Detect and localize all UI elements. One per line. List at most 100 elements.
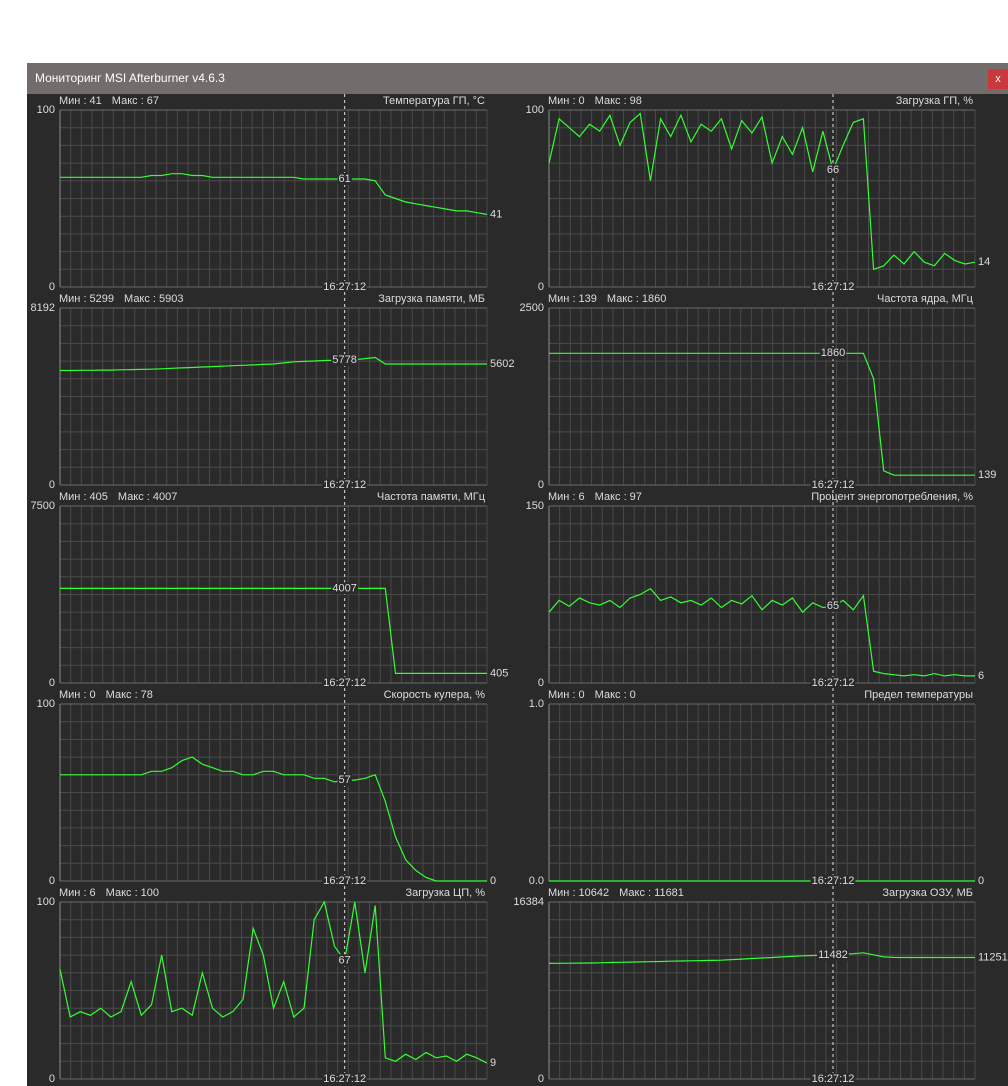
value-label: 57 bbox=[339, 774, 351, 786]
label-background bbox=[819, 347, 847, 360]
chart-title: Частота ядра, МГц bbox=[877, 293, 974, 305]
value-label: 139 bbox=[978, 469, 996, 481]
min-label: Мин : 0 bbox=[59, 689, 96, 701]
max-label: Макс : 4007 bbox=[118, 491, 177, 503]
label-background bbox=[810, 280, 856, 293]
label-background bbox=[322, 280, 368, 293]
close-button[interactable] bbox=[988, 69, 1008, 89]
y-tick-label: 0 bbox=[538, 281, 544, 293]
y-tick-label: 0 bbox=[538, 677, 544, 689]
close-label[interactable]: x bbox=[995, 73, 1001, 85]
y-tick-label: 7500 bbox=[31, 500, 55, 512]
value-label: 66 bbox=[827, 164, 839, 176]
min-label: Мин : 405 bbox=[59, 491, 108, 503]
value-label: 11482 bbox=[818, 949, 848, 961]
max-label: Макс : 98 bbox=[595, 95, 642, 107]
window-title: Мониторинг MSI Afterburner v4.6.3 bbox=[35, 71, 225, 85]
y-tick-label: 100 bbox=[37, 698, 55, 710]
chart-title: Процент энергопотребления, % bbox=[811, 491, 973, 503]
data-line bbox=[548, 587, 975, 677]
max-label: Макс : 67 bbox=[112, 95, 159, 107]
chart-title: Загрузка памяти, МБ bbox=[378, 293, 485, 305]
label-background bbox=[825, 164, 841, 177]
value-label: 405 bbox=[490, 667, 508, 679]
time-label: 16:27:12 bbox=[812, 281, 855, 293]
time-label: 16:27:12 bbox=[323, 479, 366, 491]
y-tick-label: 16384 bbox=[513, 896, 544, 908]
time-label: 16:27:12 bbox=[323, 1073, 366, 1085]
value-label: 5602 bbox=[490, 358, 514, 370]
chart-title: Загрузка ОЗУ, МБ bbox=[882, 887, 973, 899]
value-label: 11251 bbox=[978, 951, 1008, 963]
label-background bbox=[810, 478, 856, 491]
label-background bbox=[337, 774, 352, 787]
value-label: 65 bbox=[827, 600, 839, 612]
y-tick-label: 0.0 bbox=[529, 875, 544, 887]
chart-title: Загрузка ГП, % bbox=[896, 95, 974, 107]
max-label: Макс : 11681 bbox=[619, 887, 684, 899]
value-label: 0 bbox=[490, 875, 496, 887]
max-label: Макс : 5903 bbox=[124, 293, 183, 305]
min-label: Мин : 5299 bbox=[59, 293, 114, 305]
data-line bbox=[59, 900, 488, 1064]
chart-title: Предел температуры bbox=[864, 689, 973, 701]
max-label: Макс : 100 bbox=[106, 887, 159, 899]
label-background bbox=[337, 954, 352, 967]
label-background bbox=[817, 948, 849, 961]
y-tick-label: 0 bbox=[49, 677, 55, 689]
chart-title: Частота памяти, МГц bbox=[377, 491, 486, 503]
y-tick-label: 100 bbox=[37, 896, 55, 908]
value-label: 1860 bbox=[821, 347, 845, 359]
y-tick-label: 2500 bbox=[520, 302, 544, 314]
min-label: Мин : 139 bbox=[548, 293, 597, 305]
y-tick-label: 8192 bbox=[31, 302, 55, 314]
y-tick-label: 0 bbox=[49, 875, 55, 887]
y-tick-label: 0 bbox=[538, 1073, 544, 1085]
value-label: 61 bbox=[339, 173, 351, 185]
min-label: Мин : 0 bbox=[548, 689, 585, 701]
y-tick-label: 0 bbox=[49, 1073, 55, 1085]
value-label: 5778 bbox=[332, 354, 356, 366]
label-background bbox=[825, 600, 841, 613]
data-line bbox=[60, 587, 487, 674]
min-label: Мин : 0 bbox=[548, 95, 585, 107]
time-label: 16:27:12 bbox=[323, 281, 366, 293]
data-line bbox=[60, 756, 487, 882]
y-tick-label: 100 bbox=[37, 104, 55, 116]
value-label: 67 bbox=[339, 954, 351, 966]
y-tick-label: 0 bbox=[49, 479, 55, 491]
min-label: Мин : 6 bbox=[548, 491, 585, 503]
min-label: Мин : 6 bbox=[59, 887, 96, 899]
time-label: 16:27:12 bbox=[812, 479, 855, 491]
value-label: 41 bbox=[490, 208, 502, 220]
time-label: 16:27:12 bbox=[323, 677, 366, 689]
label-background bbox=[337, 172, 352, 185]
data-line bbox=[548, 112, 976, 271]
data-line bbox=[548, 952, 975, 964]
max-label: Макс : 78 bbox=[106, 689, 153, 701]
label-background bbox=[322, 478, 368, 491]
y-tick-label: 1.0 bbox=[529, 698, 544, 710]
label-background bbox=[331, 582, 358, 595]
label-background bbox=[810, 1072, 856, 1085]
max-label: Макс : 1860 bbox=[607, 293, 666, 305]
label-background bbox=[810, 676, 856, 689]
y-tick-label: 150 bbox=[526, 500, 544, 512]
chart-title: Загрузка ЦП, % bbox=[406, 887, 486, 899]
value-label: 6 bbox=[978, 670, 984, 682]
value-label: 9 bbox=[490, 1057, 496, 1069]
min-label: Мин : 41 bbox=[59, 95, 102, 107]
value-label: 14 bbox=[978, 256, 990, 268]
y-tick-label: 0 bbox=[49, 281, 55, 293]
y-tick-label: 0 bbox=[538, 479, 544, 491]
time-label: 16:27:12 bbox=[812, 677, 855, 689]
data-line bbox=[549, 352, 975, 476]
label-background bbox=[322, 874, 368, 887]
time-label: 16:27:12 bbox=[812, 875, 855, 887]
title-bar bbox=[27, 63, 1008, 94]
y-tick-label: 100 bbox=[526, 104, 544, 116]
data-line bbox=[60, 173, 488, 215]
label-background bbox=[331, 354, 358, 367]
